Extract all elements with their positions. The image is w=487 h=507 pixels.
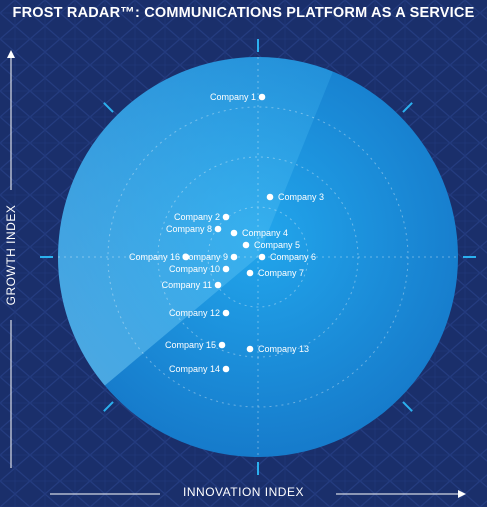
data-point-group: Company 15 xyxy=(165,340,226,350)
data-point-6 xyxy=(258,253,266,261)
data-label-7: Company 7 xyxy=(258,268,304,278)
data-point-group: Company 8 xyxy=(166,224,222,234)
data-label-14: Company 14 xyxy=(169,364,220,374)
data-point-9 xyxy=(230,253,238,261)
data-point-5 xyxy=(242,241,250,249)
data-label-6: Company 6 xyxy=(270,252,316,262)
data-point-2 xyxy=(222,213,230,221)
y-axis-arrowhead xyxy=(7,50,15,58)
data-point-group: Company 10 xyxy=(169,264,230,274)
data-label-5: Company 5 xyxy=(254,240,300,250)
data-label-16: Company 16 xyxy=(129,252,180,262)
data-label-15: Company 15 xyxy=(165,340,216,350)
data-point-group: Company 9 xyxy=(182,252,238,262)
y-axis-title: GROWTH INDEX xyxy=(4,204,18,306)
data-label-13: Company 13 xyxy=(258,344,309,354)
data-label-11: Company 11 xyxy=(162,280,212,290)
data-point-14 xyxy=(222,365,230,373)
data-point-10 xyxy=(222,265,230,273)
radar-tick-45 xyxy=(402,102,413,113)
data-label-1: Company 1 xyxy=(210,92,256,102)
data-point-12 xyxy=(222,309,230,317)
data-point-16 xyxy=(182,253,190,261)
data-label-2: Company 2 xyxy=(174,212,220,222)
data-point-1 xyxy=(258,93,266,101)
radar-tick-135 xyxy=(103,102,114,113)
grid-ring-3 xyxy=(107,106,409,408)
data-point-group: Company 7 xyxy=(246,268,304,278)
data-point-8 xyxy=(214,225,222,233)
data-label-12: Company 12 xyxy=(169,308,220,318)
data-label-9: Company 9 xyxy=(182,252,228,262)
data-label-3: Company 3 xyxy=(278,192,324,202)
data-point-3 xyxy=(266,193,274,201)
data-point-group: Company 4 xyxy=(230,228,288,238)
data-point-15 xyxy=(218,341,226,349)
data-point-group: Company 12 xyxy=(169,308,230,318)
data-point-group: Company 13 xyxy=(246,344,309,354)
data-point-11 xyxy=(214,281,222,289)
radar-tick-225 xyxy=(103,401,114,412)
data-label-10: Company 10 xyxy=(169,264,220,274)
data-point-group: Company 11 xyxy=(162,280,222,290)
data-label-4: Company 4 xyxy=(242,228,288,238)
radar-tick-315 xyxy=(402,401,413,412)
data-point-group: Company 6 xyxy=(258,252,316,262)
data-point-13 xyxy=(246,345,254,353)
data-label-8: Company 8 xyxy=(166,224,212,234)
data-point-group: Company 1 xyxy=(210,92,266,102)
radar-highlight-sector xyxy=(58,57,333,386)
grid-ring-1 xyxy=(207,206,309,308)
data-point-group: Company 16 xyxy=(129,252,190,262)
data-point-group: Company 5 xyxy=(242,240,300,250)
chart-title: FROST RADAR™: COMMUNICATIONS PLATFORM AS… xyxy=(12,5,475,21)
data-point-7 xyxy=(246,269,254,277)
data-point-4 xyxy=(230,229,238,237)
x-axis-arrowhead xyxy=(458,490,466,498)
data-point-group: Company 3 xyxy=(266,192,324,202)
data-point-group: Company 2 xyxy=(174,212,230,222)
x-axis-title: INNOVATION INDEX xyxy=(183,485,304,499)
grid-ring-2 xyxy=(157,156,359,358)
data-point-group: Company 14 xyxy=(169,364,230,374)
